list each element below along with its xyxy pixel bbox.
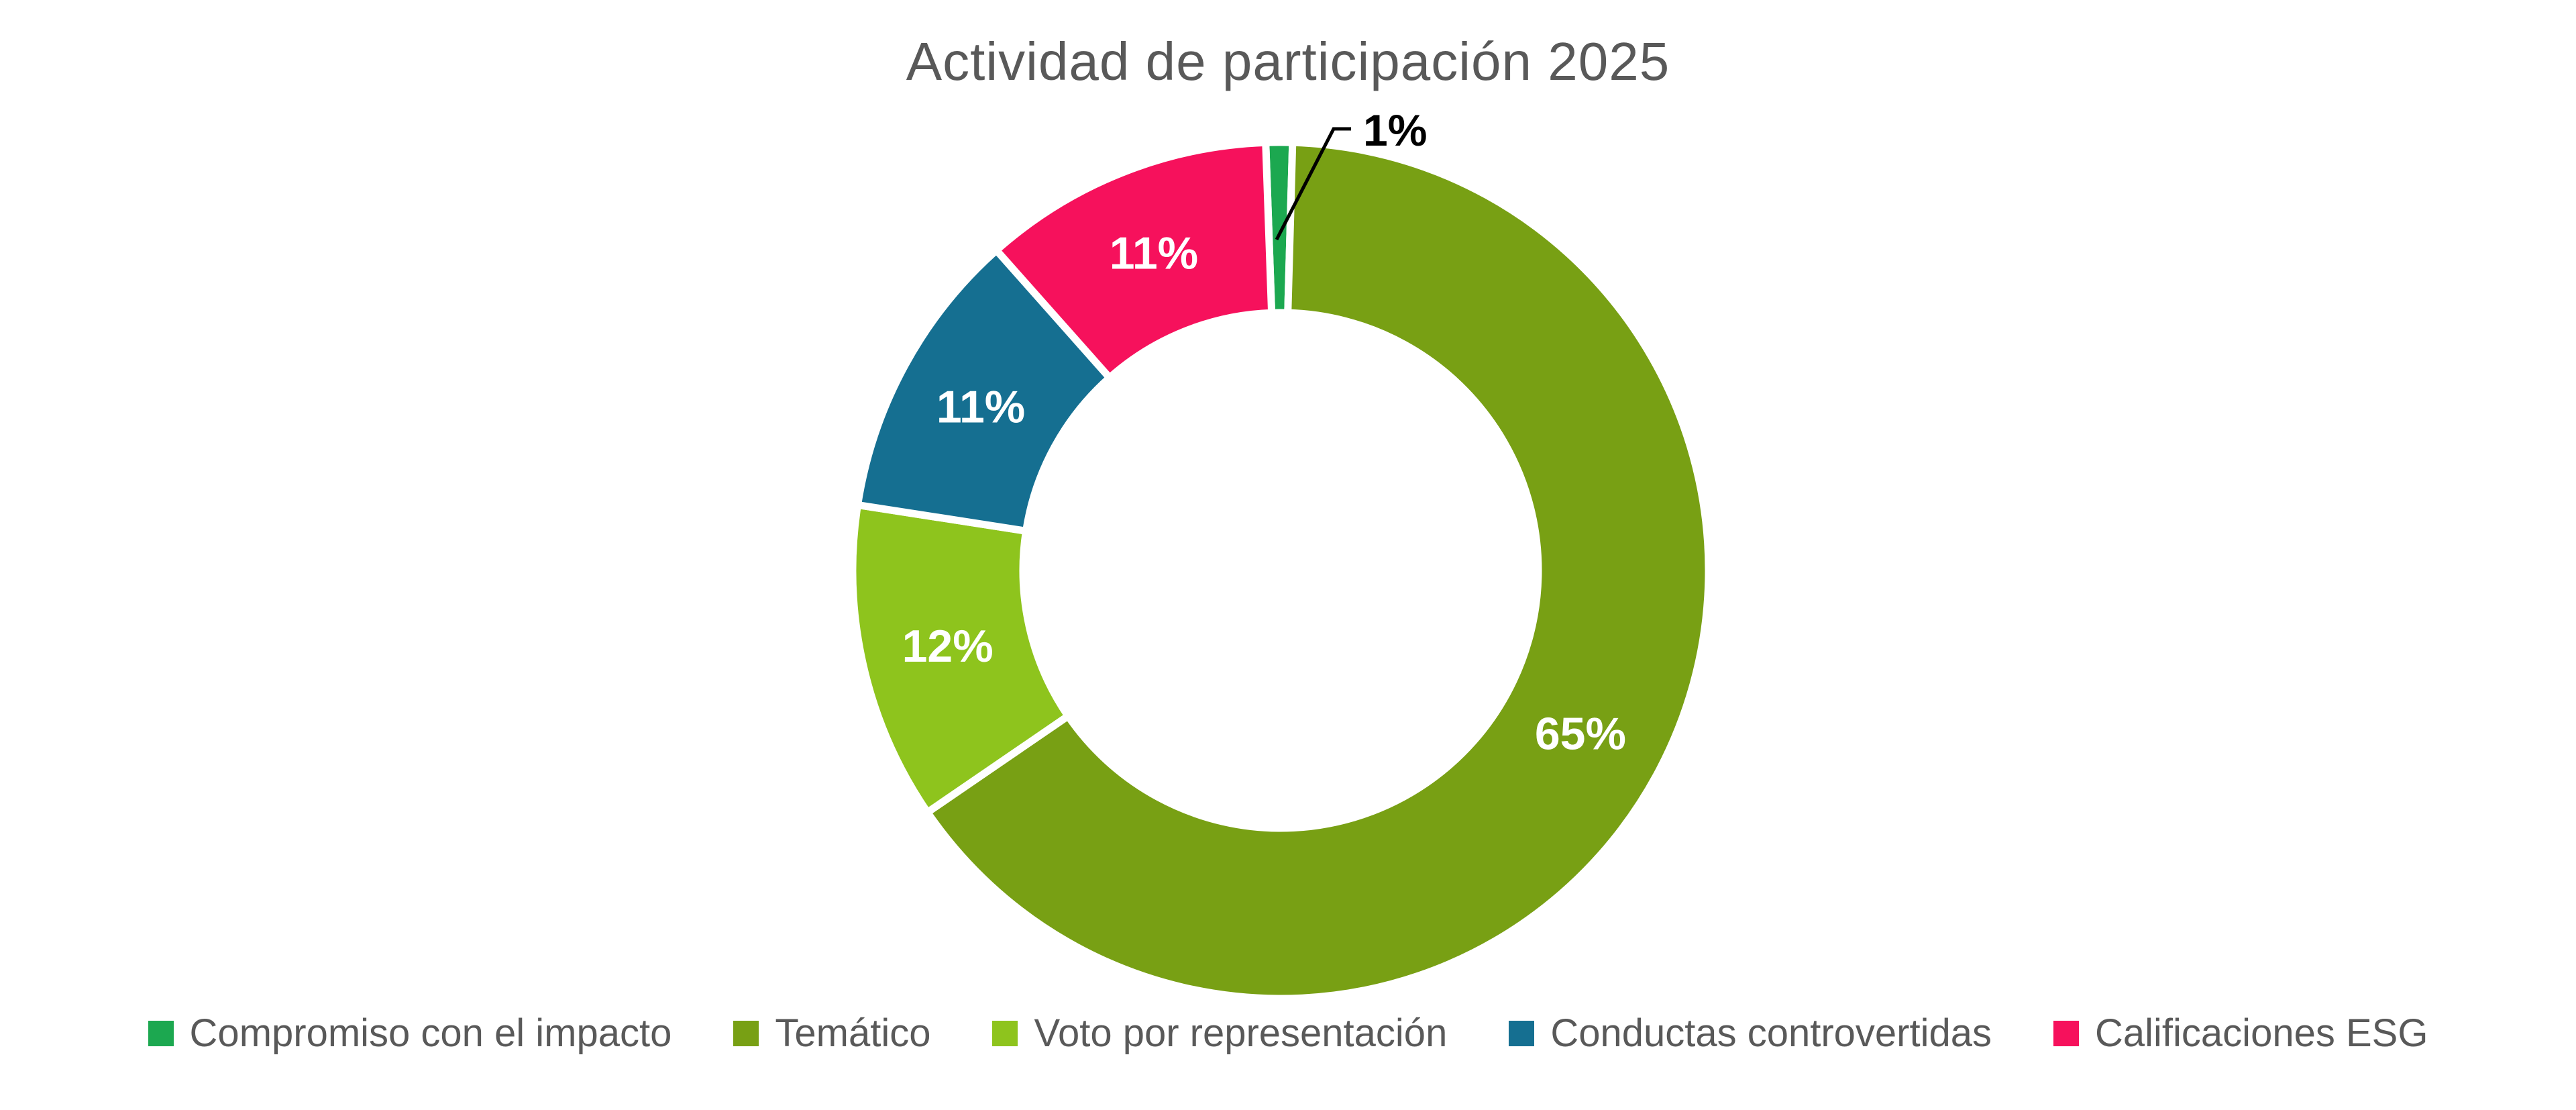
pie-slice-2 xyxy=(849,501,1072,816)
legend-label: Compromiso con el impacto xyxy=(189,1011,672,1055)
legend-label: Voto por representación xyxy=(1034,1011,1448,1055)
legend-label: Temático xyxy=(775,1011,931,1055)
legend-item-1: Temático xyxy=(733,1011,930,1056)
data-label-callout: 1% xyxy=(1363,105,1427,155)
data-label-3: 11% xyxy=(936,381,1025,432)
chart-legend: Compromiso con el impacto Temático Voto po… xyxy=(0,1011,2576,1056)
legend-swatch-icon xyxy=(1509,1020,1535,1046)
legend-label: Conductas controvertidas xyxy=(1550,1011,1992,1055)
legend-item-2: Voto por representación xyxy=(992,1011,1447,1056)
pie-slice-1 xyxy=(924,138,1713,1003)
pie-slice-4 xyxy=(992,138,1276,382)
legend-swatch-icon xyxy=(2053,1020,2080,1046)
legend-item-4: Calificaciones ESG xyxy=(2053,1011,2428,1056)
chart-title: Actividad de participación 2025 xyxy=(906,32,1670,91)
callout-leader-line xyxy=(1275,127,1351,241)
legend-item-0: Compromiso con el impacto xyxy=(148,1011,672,1056)
legend-swatch-icon xyxy=(148,1020,174,1046)
legend-swatch-icon xyxy=(992,1020,1018,1046)
legend-item-3: Conductas controvertidas xyxy=(1509,1011,1992,1056)
data-label-4: 11% xyxy=(1110,228,1198,279)
legend-swatch-icon xyxy=(733,1020,759,1046)
data-label-1: 65% xyxy=(1535,709,1626,760)
data-label-2: 12% xyxy=(902,621,994,672)
legend-label: Calificaciones ESG xyxy=(2095,1011,2428,1055)
